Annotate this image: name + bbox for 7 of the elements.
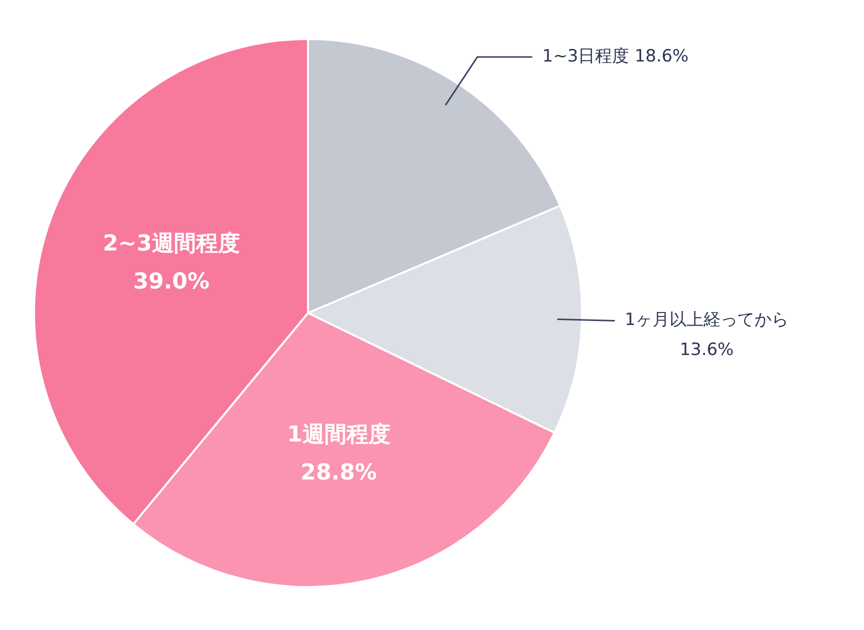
slice-label: 2~3週間程度	[102, 230, 240, 257]
slice-label: 1週間程度	[287, 422, 390, 448]
slice-label: 1ヶ月以上経ってから	[624, 310, 789, 330]
data-label: 28.8%	[300, 460, 377, 486]
data-label: 39.0%	[133, 270, 210, 295]
data-label: 13.6%	[680, 340, 734, 360]
slice-label: 1~3日程度 18.6%	[542, 46, 689, 66]
